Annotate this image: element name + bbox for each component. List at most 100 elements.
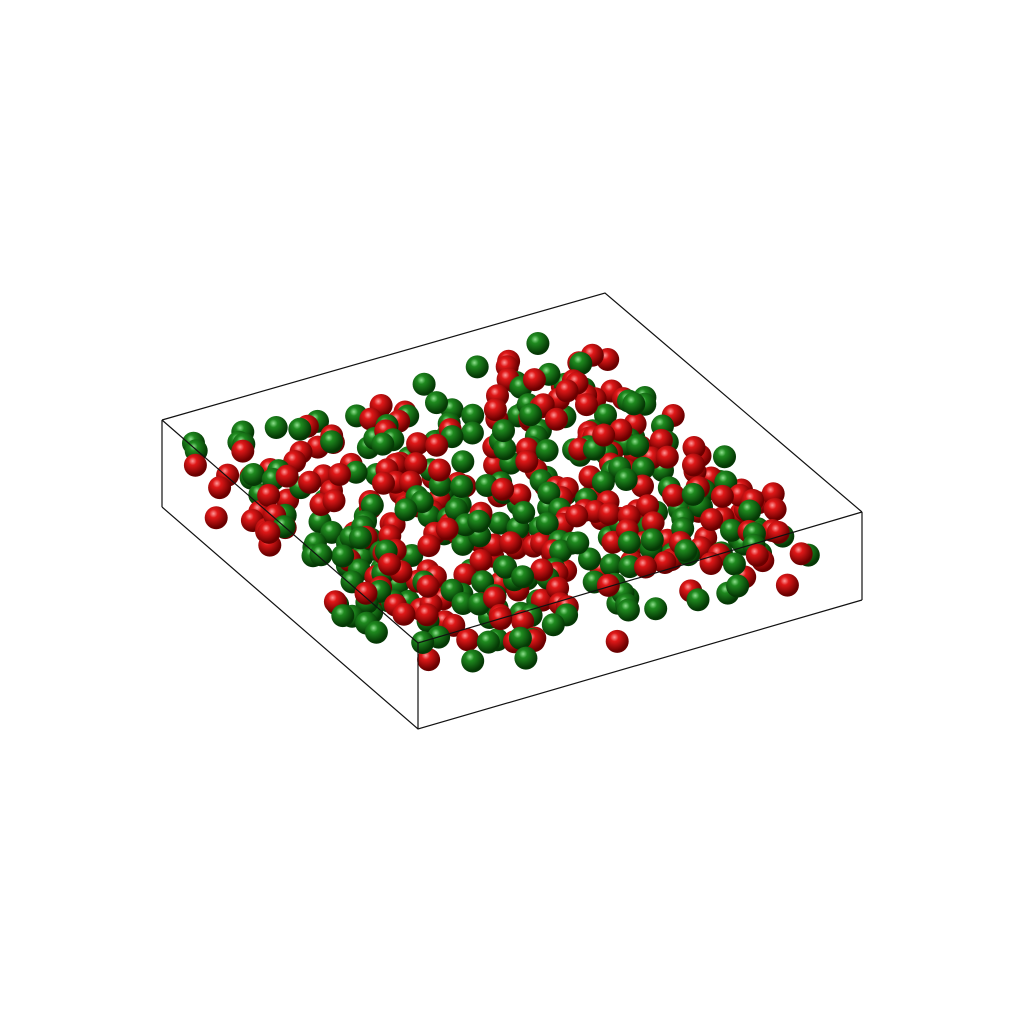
red-sphere [555,379,579,403]
green-sphere [726,574,750,598]
red-sphere [372,471,395,495]
green-sphere [512,501,536,524]
green-sphere [465,355,489,379]
red-sphere [641,511,665,535]
green-sphere [460,421,484,445]
green-sphere [644,597,668,621]
red-sphere [231,439,255,463]
green-sphere [508,626,532,650]
green-sphere [411,631,435,654]
red-sphere [682,453,705,477]
red-sphere [482,586,506,610]
red-sphere [522,368,546,392]
red-sphere [596,573,620,597]
red-sphere [575,393,598,417]
red-sphere [456,628,480,652]
red-sphere [404,452,428,476]
green-sphere [425,391,448,415]
green-sphere [394,498,418,522]
red-sphere [257,483,281,507]
red-sphere [275,464,299,488]
green-sphere [450,475,474,498]
red-sphere [662,483,685,507]
red-sphere [682,436,706,459]
red-sphere [435,517,459,541]
green-sphere [371,432,395,456]
red-sphere [406,432,430,456]
green-sphere [578,547,601,571]
green-sphere [722,552,746,576]
green-sphere [591,470,615,494]
green-sphere [288,417,312,441]
red-sphere [530,558,554,582]
green-sphere [535,439,559,462]
green-sphere [674,539,698,563]
green-sphere [526,332,550,355]
green-sphere [622,392,646,416]
red-sphere [453,563,477,587]
box-back-edges [161,292,863,513]
red-sphere [700,508,724,531]
red-sphere [425,433,449,457]
green-sphere [713,445,736,469]
red-sphere [634,555,657,579]
sphere-layer [182,332,820,673]
green-sphere [511,565,535,589]
green-sphere [599,553,623,577]
red-sphere [328,463,351,486]
red-sphere [766,520,790,544]
green-sphere [412,372,436,396]
green-sphere [535,512,559,536]
green-sphere [614,468,638,491]
green-sphere [514,646,538,670]
red-sphere [565,504,589,528]
red-sphere [789,542,813,566]
green-sphere [461,403,485,427]
green-sphere [476,630,500,654]
green-sphere [537,481,561,505]
red-sphere [416,574,440,598]
green-sphere [541,613,565,637]
red-sphere [699,552,723,575]
green-sphere [241,463,265,486]
red-sphere [392,602,416,626]
green-sphere [493,437,517,461]
red-sphere [597,502,621,526]
red-sphere [208,476,232,500]
red-sphere [183,453,207,477]
green-sphere [616,598,640,622]
red-sphere [655,445,679,469]
green-sphere [738,499,762,523]
green-sphere [451,592,475,615]
red-sphere [763,497,787,521]
red-sphere [204,506,228,530]
red-sphere [745,543,769,567]
red-sphere [354,581,378,605]
green-sphere [451,450,475,474]
green-sphere [617,530,641,554]
red-sphere [428,458,451,482]
green-sphere [331,604,355,628]
green-sphere [348,526,372,550]
green-sphere [640,528,664,552]
red-sphere [545,407,568,431]
green-sphere [467,509,491,533]
red-sphere [483,398,507,422]
red-sphere [378,552,401,576]
green-sphere [309,543,333,567]
green-sphere [681,482,705,506]
red-sphere [257,520,281,544]
green-sphere [494,555,518,579]
box-front-edges [161,419,863,730]
red-sphere [469,549,493,572]
green-sphere [461,649,485,673]
green-sphere [686,588,710,612]
red-sphere [775,573,799,597]
green-sphere [264,416,288,439]
red-sphere [511,609,535,633]
red-sphere [592,423,616,447]
red-sphere [710,484,734,508]
green-sphere [566,531,590,555]
green-sphere [331,544,355,568]
